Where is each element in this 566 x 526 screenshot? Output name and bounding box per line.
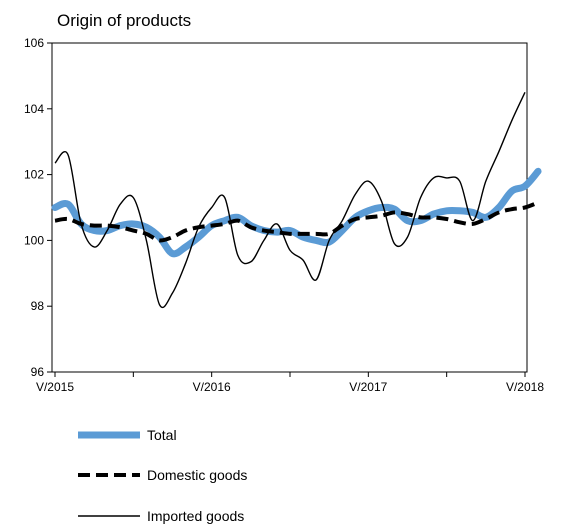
x-axis: V/2015 V/2016 V/2017 V/2018: [36, 372, 544, 394]
y-tick-label: 96: [31, 365, 45, 379]
legend-label-domestic-goods: Domestic goods: [147, 467, 247, 483]
series-line-imported-goods: [54, 92, 526, 309]
y-axis: 96 98 100 102 104 106: [24, 36, 52, 379]
y-tick-label: 102: [24, 168, 44, 182]
y-tick-label: 106: [24, 36, 44, 50]
series-line-domestic-goods: [54, 200, 539, 243]
y-tick-label: 100: [24, 233, 44, 247]
legend-label-total: Total: [147, 427, 177, 443]
x-tick-label: V/2018: [506, 380, 544, 394]
legend-label-imported-goods: Imported goods: [147, 508, 244, 524]
y-tick-label: 104: [24, 102, 44, 116]
series-layer: [51, 92, 542, 309]
x-tick-label: V/2016: [193, 380, 231, 394]
x-tick-label: V/2015: [36, 380, 74, 394]
series-line-total: [51, 167, 542, 258]
y-tick-label: 98: [31, 299, 45, 313]
chart-title: Origin of products: [57, 11, 191, 30]
x-tick-label: V/2017: [349, 380, 387, 394]
legend: Total Domestic goods Imported goods: [78, 427, 247, 524]
